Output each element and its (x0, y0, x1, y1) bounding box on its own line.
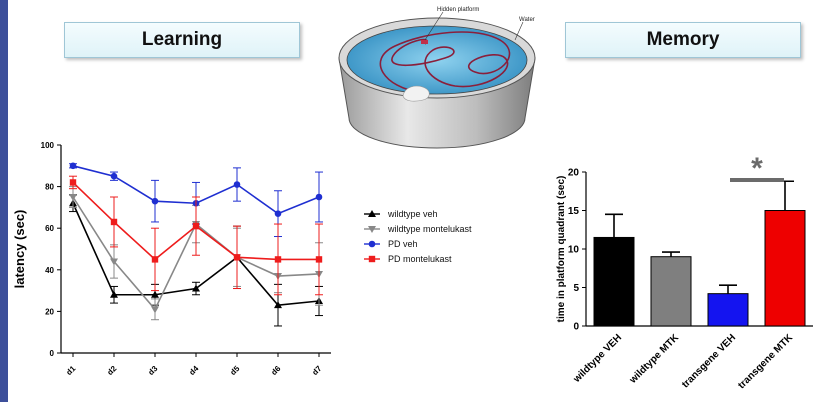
data-point (151, 306, 159, 314)
water-maze-illustration: Hidden platform Water (338, 7, 536, 149)
y-tick-label: 0 (50, 349, 55, 358)
data-point (151, 290, 159, 298)
y-tick-label: 100 (41, 141, 55, 150)
x-tick-label: d7 (310, 364, 323, 377)
swim-path (379, 31, 511, 93)
data-point (233, 254, 241, 261)
platform-label: Hidden platform (437, 7, 479, 13)
y-tick-label: 60 (45, 224, 54, 233)
x-tick-label: d2 (105, 364, 118, 377)
legend-marker (368, 226, 376, 233)
learning-panel-title: Learning (64, 22, 300, 58)
data-point (69, 179, 77, 186)
data-point (151, 256, 159, 263)
y-axis-title: latency (sec) (12, 210, 27, 289)
x-tick-label: d3 (146, 364, 159, 377)
line-chart-series (69, 162, 323, 327)
y-tick-label: 20 (568, 168, 580, 179)
x-tick-label: d5 (228, 364, 241, 377)
data-point (315, 193, 323, 201)
data-point (110, 218, 118, 226)
data-point (110, 172, 118, 180)
bar (650, 256, 692, 327)
data-point (110, 258, 118, 266)
legend-marker (368, 210, 376, 217)
y-tick-label: 80 (45, 183, 54, 192)
x-tick-label: wildtype MTK (627, 332, 682, 387)
data-point (274, 256, 282, 263)
significance-star: * (751, 152, 763, 185)
y-tick-label: 10 (568, 245, 580, 256)
data-point (315, 256, 323, 263)
legend-label: PD veh (388, 239, 418, 249)
hidden-platform (421, 40, 428, 44)
x-tick-label: d4 (187, 364, 200, 377)
data-point (69, 194, 77, 201)
platform-pointer (424, 11, 444, 41)
mouse-icon (402, 85, 430, 102)
data-point (151, 197, 159, 205)
x-tick-label: d1 (64, 364, 77, 377)
data-point (274, 210, 282, 217)
bar (764, 210, 806, 327)
y-tick-label: 5 (573, 283, 579, 294)
data-point (274, 301, 282, 309)
legend-marker (368, 255, 376, 263)
bar-chart-bars: * (593, 152, 806, 327)
y-axis-title: time in platform quadrant (sec) (556, 176, 567, 323)
water-pointer (514, 21, 524, 41)
water-label: Water (519, 17, 535, 23)
data-point (192, 222, 200, 230)
x-tick-label: wildtype VEH (571, 332, 624, 385)
y-tick-label: 15 (568, 206, 580, 217)
x-tick-label: d6 (269, 364, 282, 377)
legend-marker (368, 240, 376, 248)
data-point (110, 290, 118, 298)
memory-panel-title: Memory (565, 22, 801, 58)
y-tick-label: 20 (45, 307, 54, 316)
legend-label: PD montelukast (388, 254, 452, 264)
y-tick-label: 0 (573, 322, 579, 333)
legend-label: wildtype montelukast (387, 224, 472, 234)
data-point (233, 181, 241, 188)
bar (707, 293, 749, 327)
data-point (192, 284, 200, 292)
line-chart-legend: wildtype veh wildtype montelukast PD veh PD… (364, 209, 472, 264)
legend-label: wildtype veh (387, 209, 438, 219)
x-tick-label: transgene VEH (680, 332, 738, 390)
data-point (69, 162, 77, 170)
left-accent-bar (0, 0, 8, 402)
y-tick-label: 40 (45, 266, 54, 275)
bar (593, 236, 635, 327)
x-tick-label: transgene MTK (736, 332, 795, 391)
